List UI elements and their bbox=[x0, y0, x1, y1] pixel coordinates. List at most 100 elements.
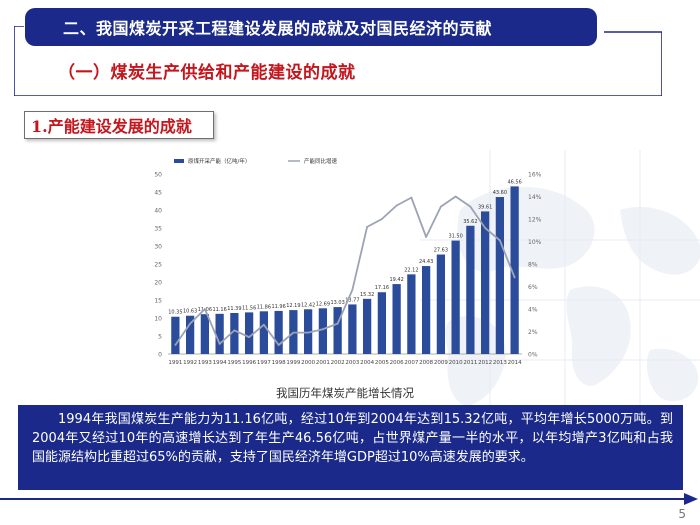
bar-1991 bbox=[171, 316, 180, 354]
bar-1994 bbox=[215, 313, 224, 354]
growth-rate-point-2003 bbox=[351, 288, 354, 291]
bar-1993 bbox=[200, 314, 210, 354]
description-text: 1994年我国煤炭生产能力为11.16亿吨，经过10年到2004年达到15.32… bbox=[32, 412, 673, 465]
x-tick-label-2007: 2007 bbox=[404, 360, 418, 366]
bar-2005 bbox=[377, 292, 387, 354]
x-tick-label-2003: 2003 bbox=[345, 360, 359, 366]
y2-tick-label-4: 8% bbox=[528, 262, 538, 269]
y-tick-label-5: 25 bbox=[154, 262, 162, 269]
x-tick-label-1993: 1993 bbox=[198, 360, 212, 366]
capacity-chart: 0 5 10 15 20 25 30 35 40 45 50 0% 2% 4% 6% 8% 10% 12% 14% 1… bbox=[140, 156, 550, 374]
bar-value-label-2013: 43.60 bbox=[493, 190, 507, 196]
growth-rate-point-1992 bbox=[189, 322, 192, 325]
x-tick-label-1997: 1997 bbox=[257, 360, 271, 366]
growth-rate-point-2000 bbox=[307, 331, 310, 334]
bar-2011 bbox=[466, 225, 475, 354]
y-tick-label-2: 10 bbox=[154, 316, 162, 323]
chart-canvas: 0 5 10 15 20 25 30 35 40 45 50 0% 2% 4% 6% 8% 10% 12% 14% 1… bbox=[154, 157, 542, 366]
bar-value-label-2010: 31.50 bbox=[448, 234, 462, 240]
y2-tick-label-1: 2% bbox=[528, 329, 538, 336]
x-tick-label-2000: 2000 bbox=[301, 360, 315, 366]
x-tick-label-2005: 2005 bbox=[375, 360, 389, 366]
bar-2010 bbox=[451, 240, 460, 354]
y-tick-label-1: 5 bbox=[158, 334, 162, 341]
x-tick-label-2012: 2012 bbox=[478, 360, 492, 366]
y-tick-label-6: 30 bbox=[154, 244, 162, 251]
bar-value-label-1996: 11.56 bbox=[242, 305, 256, 311]
title-banner: 二、我国煤炭开采工程建设发展的成就及对国民经济的贡献 bbox=[25, 8, 597, 46]
x-tick-label-2008: 2008 bbox=[419, 360, 433, 366]
bar-1995 bbox=[230, 312, 239, 354]
bar-1998 bbox=[274, 310, 283, 354]
growth-rate-point-1996 bbox=[248, 336, 251, 339]
bar-value-label-1991: 10.35 bbox=[168, 310, 182, 316]
growth-rate-point-1991 bbox=[174, 344, 177, 346]
page-title: 二、我国煤炭开采工程建设发展的成就及对国民经济的贡献 bbox=[63, 19, 493, 38]
bar-1992 bbox=[185, 315, 195, 354]
y2-tick-label-5: 10% bbox=[528, 239, 542, 246]
legend-bar-swatch bbox=[174, 159, 184, 163]
growth-rate-point-2004 bbox=[366, 225, 369, 228]
x-tick-label-2011: 2011 bbox=[463, 360, 477, 366]
bar-value-label-1995: 11.39 bbox=[227, 306, 241, 312]
y-tick-label-4: 20 bbox=[154, 280, 162, 287]
growth-rate-point-2011 bbox=[469, 205, 472, 208]
bar-2013 bbox=[495, 197, 505, 354]
growth-rate-point-1995 bbox=[233, 329, 236, 332]
x-tick-label-1999: 1999 bbox=[286, 360, 300, 366]
bar-2001 bbox=[318, 308, 328, 354]
bar-value-label-2007: 22.12 bbox=[404, 267, 418, 273]
growth-rate-point-2010 bbox=[454, 195, 457, 198]
bar-2007 bbox=[407, 274, 416, 354]
growth-rate-point-2002 bbox=[336, 322, 339, 325]
world-map-watermark bbox=[420, 150, 700, 450]
growth-rate-point-2014 bbox=[513, 276, 516, 279]
bar-1996 bbox=[244, 312, 254, 354]
y-tick-label-10: 50 bbox=[154, 172, 162, 179]
chart-caption: 我国历年煤炭产能增长情况 bbox=[276, 386, 414, 400]
growth-rate-point-2006 bbox=[395, 204, 398, 207]
bar-2004 bbox=[362, 298, 372, 354]
x-tick-label-1992: 1992 bbox=[183, 360, 197, 366]
y2-tick-label-2: 4% bbox=[528, 307, 538, 314]
bar-value-label-2005: 17.16 bbox=[375, 285, 389, 291]
growth-rate-point-2001 bbox=[321, 328, 324, 331]
bar-value-label-2004: 15.32 bbox=[360, 292, 374, 298]
growth-rate-point-2007 bbox=[410, 196, 413, 199]
bar-value-label-2008: 24.43 bbox=[419, 259, 433, 265]
section-label-text: 1.产能建设发展的成就 bbox=[31, 117, 192, 136]
x-tick-label-2014: 2014 bbox=[508, 360, 522, 366]
bar-value-label-1998: 11.96 bbox=[271, 304, 285, 310]
bar-value-label-2009: 27.63 bbox=[434, 248, 448, 254]
bar-2000 bbox=[303, 309, 313, 354]
page-number: 5 bbox=[678, 507, 686, 521]
bar-2003 bbox=[348, 304, 357, 354]
y2-tick-label-8: 16% bbox=[528, 172, 542, 179]
growth-rate-point-1998 bbox=[277, 344, 280, 346]
y-tick-label-9: 45 bbox=[154, 190, 162, 197]
bar-value-label-1999: 12.19 bbox=[286, 303, 300, 309]
bar-value-label-2006: 19.42 bbox=[389, 277, 403, 283]
x-tick-label-2010: 2010 bbox=[449, 360, 463, 366]
bar-value-label-2012: 39.61 bbox=[478, 204, 492, 210]
bar-2009 bbox=[436, 254, 446, 354]
y2-tick-label-3: 6% bbox=[528, 284, 538, 291]
x-tick-label-2006: 2006 bbox=[390, 360, 404, 366]
x-tick-label-1994: 1994 bbox=[213, 360, 227, 366]
y-tick-label-8: 40 bbox=[154, 208, 162, 215]
growth-rate-point-2009 bbox=[439, 205, 442, 208]
bar-value-label-2014: 46.56 bbox=[507, 179, 521, 185]
y-tick-label-7: 35 bbox=[154, 226, 162, 233]
bar-value-label-1994: 11.16 bbox=[212, 307, 226, 313]
y2-tick-label-7: 14% bbox=[528, 194, 542, 201]
subtitle: （一）煤炭生产供给和产能建设的成就 bbox=[58, 63, 356, 83]
x-tick-label-1991: 1991 bbox=[168, 360, 182, 366]
growth-rate-point-1997 bbox=[262, 323, 265, 326]
legend-bar-label: 原煤开采产能（亿吨/年） bbox=[188, 157, 250, 165]
bar-value-label-1992: 10.63 bbox=[183, 309, 197, 315]
bar-value-label-1997: 11.86 bbox=[257, 304, 271, 310]
bar-2012 bbox=[480, 211, 490, 354]
y2-tick-label-0: 0% bbox=[528, 352, 538, 359]
bar-1997 bbox=[259, 311, 269, 354]
